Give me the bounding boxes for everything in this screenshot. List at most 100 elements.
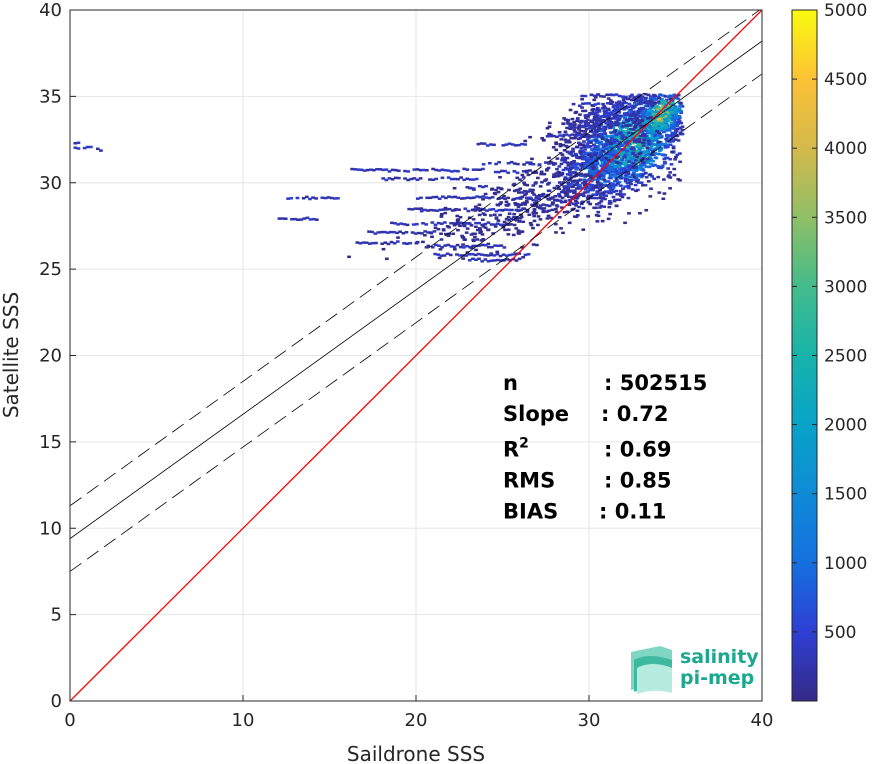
density-cell (627, 164, 632, 167)
density-cell (541, 203, 546, 206)
density-cell (528, 188, 533, 192)
density-cell (575, 119, 580, 123)
density-cell (424, 223, 429, 226)
density-cell (618, 167, 622, 171)
density-cell (579, 146, 584, 150)
density-cell (614, 189, 619, 193)
density-cell (582, 145, 587, 148)
density-cell (89, 145, 93, 149)
density-cell (671, 95, 676, 98)
density-cell (671, 122, 676, 126)
density-cell (456, 196, 461, 200)
density-cell (631, 128, 636, 131)
density-cell (565, 156, 570, 160)
density-cell (609, 154, 613, 158)
density-cell (668, 140, 672, 143)
density-cell (602, 158, 606, 161)
density-cell (484, 184, 488, 188)
density-cell (562, 117, 566, 120)
density-cell (620, 167, 625, 170)
density-cell (591, 185, 596, 188)
density-cell (622, 155, 627, 159)
density-cell (637, 93, 642, 97)
density-cell (667, 129, 672, 132)
density-cell (609, 182, 613, 185)
density-cell (473, 235, 477, 239)
density-cell (472, 208, 477, 211)
density-cell (579, 202, 584, 206)
density-cell (611, 153, 616, 157)
density-cell (632, 113, 636, 117)
density-cell (452, 245, 457, 249)
density-cell (417, 231, 421, 235)
density-cell (635, 117, 640, 121)
density-cell (564, 140, 569, 144)
density-cell (594, 136, 599, 139)
density-cell (668, 171, 673, 174)
density-cell (602, 129, 607, 133)
density-cell (588, 144, 593, 148)
density-cell (561, 156, 565, 160)
density-cell (581, 157, 585, 161)
density-cell (678, 126, 683, 130)
density-cell (568, 177, 572, 180)
density-cell (606, 144, 611, 148)
density-cell (597, 116, 601, 119)
density-cell (645, 159, 649, 162)
density-cell (635, 151, 640, 155)
density-cell (674, 155, 678, 159)
density-cell (580, 201, 584, 204)
density-cell (638, 115, 642, 118)
density-cell (607, 140, 612, 144)
density-cell (619, 151, 623, 154)
density-cell (599, 183, 604, 187)
density-cell (512, 215, 516, 219)
density-cell (614, 133, 619, 137)
density-cell (619, 127, 623, 130)
density-cell (592, 143, 596, 147)
density-cell (456, 228, 460, 232)
density-cell (663, 146, 668, 149)
density-cell (653, 148, 658, 152)
density-cell (592, 172, 596, 175)
density-cell (630, 132, 635, 135)
density-cell (679, 103, 683, 106)
density-cell (531, 184, 536, 187)
density-cell (504, 200, 509, 204)
density-cell (583, 123, 588, 127)
density-cell (492, 223, 497, 226)
density-cell (458, 215, 463, 219)
density-cell (605, 139, 609, 142)
density-cell (578, 149, 583, 153)
density-cell (627, 116, 632, 119)
density-cell (557, 165, 562, 168)
density-cell (653, 147, 658, 150)
density-cell (583, 155, 587, 159)
density-cell (606, 107, 610, 111)
density-cell (444, 208, 449, 211)
density-cell (605, 102, 610, 105)
density-cell (619, 184, 623, 188)
density-cell (652, 177, 657, 181)
density-cell (460, 234, 464, 238)
density-cell (658, 165, 663, 169)
density-cell (645, 146, 650, 150)
colorbar-tick-label: 2500 (824, 347, 867, 367)
density-cell (673, 132, 678, 135)
density-cell (527, 213, 532, 217)
density-cell (595, 180, 600, 184)
density-cell (468, 196, 473, 200)
density-cell (661, 130, 666, 134)
density-cell (611, 105, 616, 109)
density-cell (585, 166, 590, 170)
density-cell (406, 178, 411, 182)
density-cell (506, 228, 511, 231)
density-cell (314, 218, 319, 221)
density-cell (503, 208, 508, 211)
density-cell (540, 180, 544, 184)
density-cell (648, 146, 653, 150)
density-cell (509, 160, 514, 164)
density-cell (480, 218, 485, 221)
density-cell (653, 134, 658, 137)
density-cell (517, 257, 522, 261)
